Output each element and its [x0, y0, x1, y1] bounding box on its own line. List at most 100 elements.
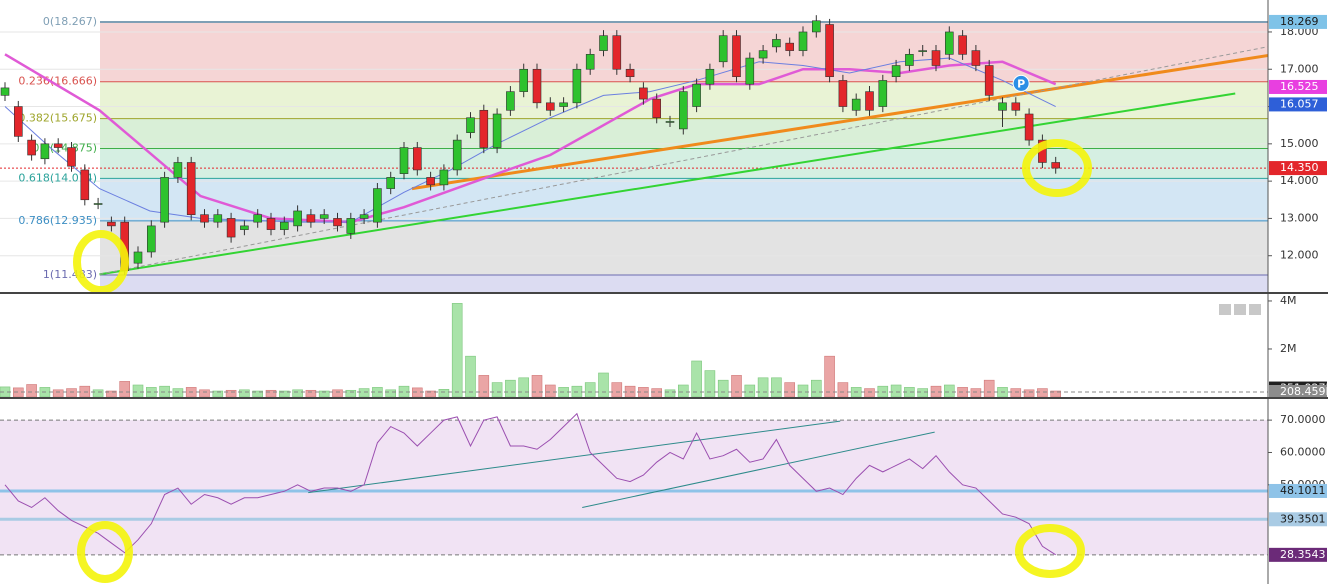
fib-label: 0.786(12.935) [18, 214, 97, 227]
fib-zone [100, 220, 1268, 275]
volume-bar [305, 389, 317, 398]
volume-bar [438, 389, 450, 398]
fib-zone [100, 148, 1268, 179]
fib-zone [100, 274, 1268, 292]
volume-bar [784, 382, 796, 398]
pane-button[interactable] [1219, 304, 1231, 315]
volume-bar [611, 382, 623, 398]
volume-bar [704, 370, 716, 398]
volume-bar [478, 375, 490, 398]
volume-bar [358, 388, 370, 398]
candle-body [1051, 162, 1060, 169]
rsi-marker [1269, 547, 1327, 562]
candle-body [426, 177, 435, 186]
candle-body [678, 91, 688, 130]
fib-label: 0.236(16.666) [18, 75, 97, 88]
candle-body [412, 147, 422, 171]
candle-body [732, 35, 741, 78]
candle-body [186, 162, 196, 215]
volume-bar [225, 389, 237, 398]
candle-body [931, 50, 941, 66]
annotation-label: P [1017, 77, 1025, 90]
y-tick-label: 4M [1280, 294, 1297, 307]
rsi-marker [1269, 483, 1327, 498]
candle-body [971, 50, 981, 66]
candle-body [612, 35, 622, 70]
fib-label: 0.618(14.074) [18, 171, 97, 184]
candle-body [891, 65, 901, 78]
candle-body [333, 218, 342, 227]
candle-body [506, 91, 515, 111]
candle-body [14, 106, 23, 137]
volume-bar [172, 388, 184, 398]
candle-body [240, 225, 249, 230]
candle-body [718, 35, 728, 63]
highlight [1022, 139, 1092, 197]
candle-body [585, 54, 595, 70]
volume-bar [119, 381, 130, 398]
volume-bar [544, 384, 556, 398]
candle-body [133, 251, 143, 264]
candle-body [226, 218, 236, 238]
price-marker [1269, 161, 1327, 176]
annotation-marker [1012, 74, 1030, 92]
volume-bar [584, 382, 596, 398]
y-tick-label: 70.0000 [1280, 413, 1326, 426]
fib-label: 0.382(15.675) [18, 112, 97, 125]
volume-bar [52, 389, 64, 398]
trendline [99, 46, 1268, 275]
candle-body [53, 143, 63, 148]
volume-bar [199, 389, 210, 398]
candle-body [452, 139, 462, 171]
volume-bar [451, 303, 463, 398]
trendline [582, 431, 935, 508]
volume-bar [744, 384, 756, 398]
candle-body [785, 42, 795, 51]
candle-body [665, 121, 675, 123]
candle-body [160, 177, 169, 223]
pane-button[interactable] [1234, 304, 1246, 315]
candle-body [572, 68, 582, 104]
y-tick-label: 2M [1280, 342, 1297, 355]
candle-body [758, 50, 768, 59]
candle-body [625, 68, 635, 78]
volume-bar [265, 389, 277, 398]
pane-button[interactable] [1249, 304, 1261, 315]
volume-bar [239, 389, 250, 398]
candle-body [492, 113, 502, 148]
candle-body [545, 102, 555, 111]
candle-body [532, 68, 542, 104]
candle-body [107, 221, 116, 227]
fib-zone [100, 178, 1268, 221]
candle-body [293, 210, 302, 227]
fib-label: 0(18.267) [43, 15, 97, 28]
candle-body [838, 80, 848, 107]
candle-body [851, 98, 861, 111]
candle-body [652, 98, 662, 119]
volume-bar [771, 377, 782, 398]
volume-bar [518, 377, 530, 398]
candle-body [346, 218, 356, 234]
candle-body [705, 68, 715, 85]
candle-body [958, 35, 967, 55]
candle-body [0, 87, 10, 96]
candle-body [772, 39, 781, 48]
trendline [308, 420, 841, 494]
volume-marker [1269, 384, 1327, 399]
candle-body [865, 91, 874, 111]
candle-body [1024, 113, 1034, 141]
volume-bar [837, 382, 849, 398]
candle-body [559, 102, 568, 107]
candle-body [811, 20, 821, 33]
price-marker [1269, 79, 1327, 94]
price-marker-label: 18.269 [1280, 15, 1319, 28]
volume-bar [664, 389, 676, 398]
volume-bar [864, 388, 875, 398]
candle-body [905, 54, 914, 66]
price-marker [1269, 14, 1327, 29]
candle-body [944, 31, 954, 55]
candle-body [279, 221, 289, 230]
candle-body [639, 87, 648, 100]
